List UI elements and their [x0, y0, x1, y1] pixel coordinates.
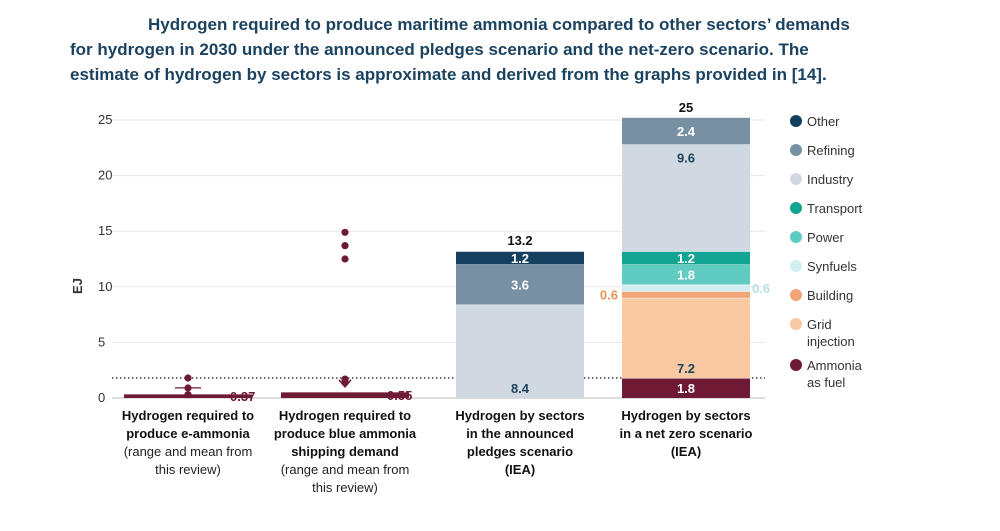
legend-label-grid-injection-1: injection — [807, 334, 855, 349]
range-point-0-0 — [184, 374, 192, 382]
data-label-3-7: 2.4 — [677, 124, 696, 139]
bar-3-building — [622, 291, 750, 298]
title-line-1: Hydrogen required to produce maritime am… — [148, 15, 850, 34]
total-label-3: 25 — [679, 100, 693, 115]
legend-label-building: Building — [807, 288, 853, 303]
bar-2-industry — [456, 304, 584, 398]
bar-2-refining — [456, 264, 584, 305]
y-tick-label-0: 0 — [98, 390, 105, 405]
total-label-2: 13.2 — [507, 233, 532, 248]
legend-label-ammonia-as-fuel: Ammonia — [807, 358, 863, 373]
category-label-2-b0: Hydrogen by sectors — [455, 408, 584, 423]
legend-label-transport: Transport — [807, 201, 863, 216]
y-tick-label-15: 15 — [98, 223, 112, 238]
data-label-2-1: 3.6 — [511, 278, 529, 293]
title-line-3: estimate of hydrogen by sectors is appro… — [70, 65, 827, 84]
mean-marker-1 — [338, 379, 352, 389]
bar-3-transport — [622, 251, 750, 265]
range-point-1-1 — [341, 242, 349, 250]
legend-swatch-refining — [790, 144, 802, 156]
bar-3-power — [622, 264, 750, 285]
range-point-1-2 — [341, 255, 349, 263]
legend-label-ammonia-as-fuel-1: as fuel — [807, 375, 845, 390]
category-label-2-b3: (IEA) — [505, 462, 535, 477]
range-point-0-2 — [184, 391, 192, 399]
bar-3-ammonia-as-fuel — [622, 377, 750, 398]
y-tick-label-20: 20 — [98, 168, 112, 183]
data-label-3-2: 0.6 — [600, 288, 618, 303]
y-tick-label-10: 10 — [98, 279, 112, 294]
legend-label-industry: Industry — [807, 172, 854, 187]
category-label-2-b1: in the announced — [466, 426, 574, 441]
data-label-3-0: 1.8 — [677, 381, 695, 396]
legend-swatch-synfuels — [790, 260, 802, 272]
category-label-1-b0: Hydrogen required to — [279, 408, 411, 423]
bar-3-refining — [622, 117, 750, 145]
legend-label-synfuels: Synfuels — [807, 259, 857, 274]
data-label-3-4: 1.8 — [677, 268, 695, 283]
bar-2-other — [456, 251, 584, 265]
bar-3-synfuels — [622, 284, 750, 292]
y-tick-label-25: 25 — [98, 112, 112, 127]
data-labels: 13.2 25 0.37 0.55 8.4 3.6 1.2 1.8 7.2 0.6 0.6 1.8 1.… — [230, 100, 770, 404]
legend-swatch-ammonia-as-fuel — [790, 359, 802, 371]
legend-swatch-grid-injection — [790, 318, 802, 330]
data-label-3-1: 7.2 — [677, 361, 695, 376]
category-label-3-b2: (IEA) — [671, 444, 701, 459]
title-line-2: for hydrogen in 2030 under the announced… — [70, 40, 809, 59]
legend-swatch-building — [790, 289, 802, 301]
data-label-3-5: 1.2 — [677, 251, 695, 266]
legend-swatch-industry — [790, 173, 802, 185]
bar-3-industry — [622, 144, 750, 252]
legend: Other Refining Industry Transport Power Synfu… — [790, 114, 863, 390]
legend-swatch-transport — [790, 202, 802, 214]
data-label-3-3: 0.6 — [752, 281, 770, 296]
scatter-points — [175, 228, 352, 399]
legend-label-other: Other — [807, 114, 840, 129]
bar-1-ammonia-as-fuel — [281, 391, 409, 398]
data-label-0-0: 0.37 — [230, 389, 255, 404]
category-label-1-b1: produce blue ammonia — [274, 426, 417, 441]
legend-label-power: Power — [807, 230, 845, 245]
y-axis-label: EJ — [70, 278, 85, 294]
category-label-1-b2: shipping demand — [291, 444, 399, 459]
category-label-3-b0: Hydrogen by sectors — [621, 408, 750, 423]
legend-swatch-other — [790, 115, 802, 127]
range-point-1-0 — [341, 228, 349, 236]
chart-title: Hydrogen required to produce maritime am… — [70, 12, 930, 87]
bars — [124, 117, 750, 398]
category-labels: Hydrogen required to produce e-ammonia (ra… — [122, 408, 753, 495]
category-label-2-b2: pledges scenario — [467, 444, 573, 459]
data-label-3-6: 9.6 — [677, 150, 695, 165]
legend-swatch-power — [790, 231, 802, 243]
category-label-3-b1: in a net zero scenario — [620, 426, 753, 441]
data-label-2-2: 1.2 — [511, 251, 529, 266]
data-label-2-0: 8.4 — [511, 381, 530, 396]
y-tick-label-5: 5 — [98, 334, 105, 349]
legend-label-refining: Refining — [807, 143, 855, 158]
y-axis: 0 5 10 15 20 25 EJ — [70, 112, 112, 405]
category-label-0-b1: produce e-ammonia — [126, 426, 250, 441]
category-label-0-b0: Hydrogen required to — [122, 408, 254, 423]
category-label-0-n1: this review) — [155, 462, 221, 477]
category-label-1-n1: this review) — [312, 480, 378, 495]
bar-3-grid-injection — [622, 297, 750, 378]
data-label-1-0: 0.55 — [387, 388, 412, 403]
category-label-1-n0: (range and mean from — [281, 462, 410, 477]
legend-label-grid-injection: Grid — [807, 317, 832, 332]
category-label-0-n0: (range and mean from — [124, 444, 253, 459]
